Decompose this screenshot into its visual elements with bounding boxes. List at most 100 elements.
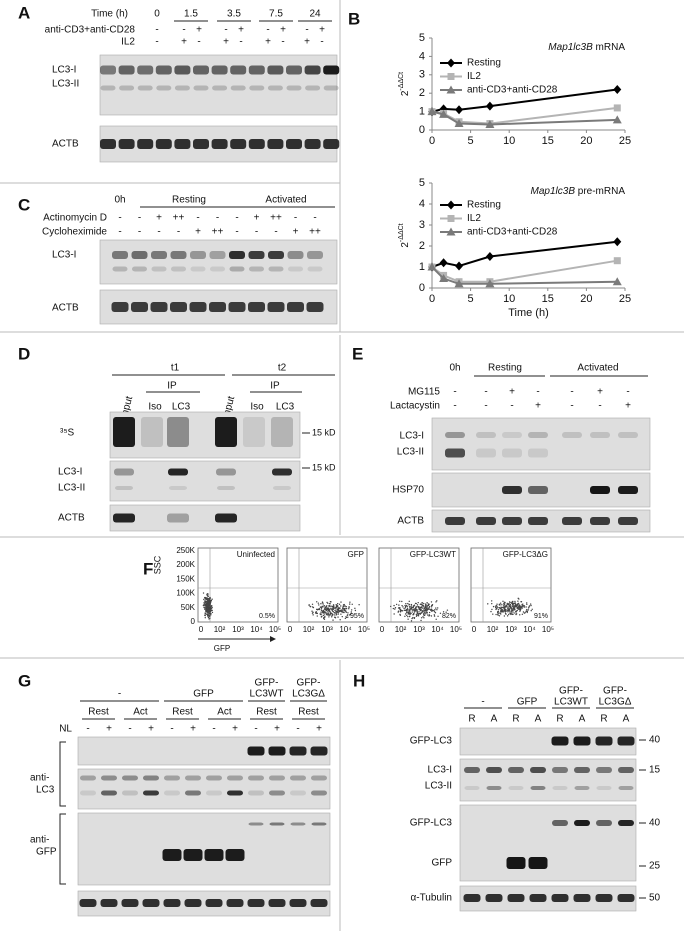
band (323, 65, 340, 75)
flow-dot (345, 611, 347, 614)
flow-dot (312, 606, 315, 609)
flow-dot (339, 619, 341, 621)
label: ACTB (397, 516, 424, 527)
marker (439, 258, 448, 268)
band (551, 736, 569, 746)
x-tick-label: 5 (468, 293, 474, 305)
marker (613, 104, 621, 112)
blot (77, 890, 331, 917)
band (122, 790, 138, 796)
flow-dot (398, 604, 400, 606)
flow-dot (337, 610, 339, 612)
label: - (274, 227, 277, 238)
band (131, 251, 148, 259)
panel-letter: G (18, 671, 31, 690)
label: R (468, 714, 475, 725)
flow-dot (427, 603, 429, 605)
flow-dot (205, 597, 207, 599)
flow-dot (512, 611, 514, 613)
flow-dot (203, 598, 205, 601)
band (287, 302, 304, 312)
label: Activated (577, 363, 618, 374)
flow-dot (344, 608, 346, 610)
label: 0h (114, 195, 125, 206)
band (574, 786, 590, 790)
flow-dot (436, 607, 439, 609)
flow-dot (506, 615, 509, 617)
flow-dot (505, 609, 507, 612)
flow-dot (416, 604, 419, 606)
band (215, 417, 237, 447)
label: - (254, 724, 257, 735)
label: LC3GΔ (292, 689, 325, 700)
flow-dot (426, 614, 429, 616)
marker (455, 105, 464, 115)
flow-dot (407, 618, 409, 620)
flow-dot (426, 612, 428, 614)
blot (77, 812, 331, 886)
flow-dot (429, 608, 431, 611)
flow-dot (332, 619, 334, 621)
band (590, 432, 610, 438)
flow-dot (342, 611, 344, 614)
band (141, 417, 163, 447)
marker (613, 85, 622, 95)
label: + (319, 25, 325, 36)
flow-dot (341, 615, 343, 618)
flow-dot (207, 609, 210, 612)
flow-dot (517, 600, 519, 602)
flow-dot (425, 605, 428, 607)
band (122, 775, 138, 781)
flow-dot (502, 610, 504, 613)
band (323, 139, 340, 149)
flow-dot (511, 605, 514, 608)
y-tick-label: 2 (419, 240, 425, 252)
marker (455, 261, 464, 271)
marker (454, 119, 464, 128)
flow-dot (411, 617, 413, 620)
flow-dot (434, 609, 436, 611)
flow-dot (504, 611, 507, 613)
flow-dot (394, 608, 396, 610)
flow-dot (418, 607, 421, 609)
label: Act (133, 707, 148, 718)
marker (439, 274, 449, 283)
band (596, 820, 612, 826)
flow-dot (497, 608, 500, 611)
label: 10³ (321, 625, 333, 634)
flow-dot (520, 601, 522, 603)
flow-dot (522, 611, 525, 613)
flow-dot (326, 605, 328, 607)
label: - (453, 401, 456, 412)
band (618, 517, 638, 525)
flow-dot (492, 605, 495, 608)
flow-dot (511, 602, 513, 604)
band (112, 266, 128, 272)
label: 0 (154, 9, 160, 20)
label: + (265, 37, 271, 48)
flow-dot (340, 613, 342, 615)
label: 100K (176, 589, 195, 598)
flow-dot (406, 606, 409, 608)
flow-dot (348, 607, 350, 610)
flow-dot (338, 603, 341, 606)
flow-dot (316, 615, 318, 617)
flow-dot (344, 605, 346, 607)
label: + (535, 401, 541, 412)
blot (431, 417, 651, 471)
flow-dot (205, 598, 208, 600)
flow-dot (331, 613, 334, 616)
band (476, 448, 496, 458)
flow-dot (340, 609, 342, 611)
flow-dot (337, 605, 339, 607)
band (168, 468, 188, 476)
label: - (484, 387, 487, 398)
label: ++ (173, 213, 185, 224)
band (310, 746, 328, 756)
flow-dot (335, 614, 337, 616)
flow-dot (211, 611, 214, 614)
flow-dot (529, 603, 532, 605)
band (229, 251, 245, 259)
band (80, 775, 96, 781)
flow-dot (343, 611, 345, 614)
